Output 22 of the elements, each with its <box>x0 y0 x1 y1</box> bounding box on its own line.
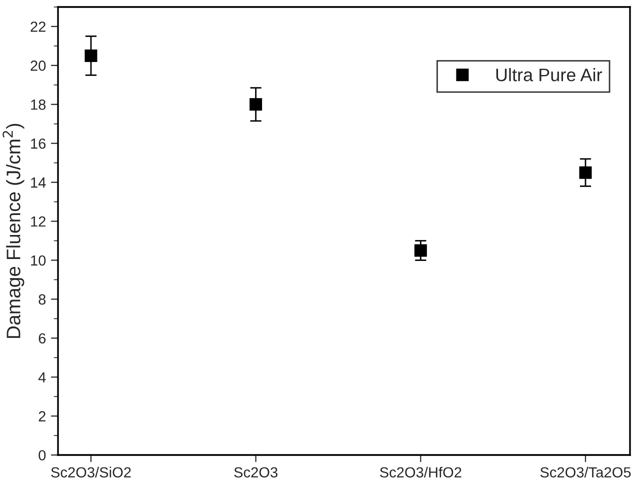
point <box>414 244 427 257</box>
y-axis-title: Damage Fluence (J/cm$^{2}$) <box>2 124 24 338</box>
x-tick-label: Sc2O3/Ta2O5 <box>540 466 631 478</box>
y-tick-label: 20 <box>30 60 46 71</box>
point <box>84 49 98 62</box>
y-tick-label: 18 <box>31 99 46 110</box>
y-tick-label: 22 <box>30 22 46 32</box>
y-tick-label: 0 <box>38 450 46 460</box>
x-tick-label: Sc2O3 <box>234 467 278 478</box>
y-tick-label: 12 <box>31 216 46 227</box>
y-tick-label: 10 <box>31 255 46 266</box>
y-tick-label: 6 <box>38 333 46 344</box>
point <box>579 166 592 179</box>
y-tick-label: 2 <box>38 411 46 422</box>
y-tick-label: 14 <box>31 178 46 188</box>
y-tick-label: 16 <box>31 138 46 149</box>
y-tick-label: 8 <box>38 294 46 305</box>
x-tick-label: Sc2O3/HfO2 <box>380 466 462 478</box>
point <box>250 98 262 111</box>
y-tick-label: 4 <box>38 372 46 382</box>
legend-label: Ultra Pure Air <box>496 68 602 82</box>
x-tick-label: Sc2O3/SiO2 <box>51 466 131 478</box>
